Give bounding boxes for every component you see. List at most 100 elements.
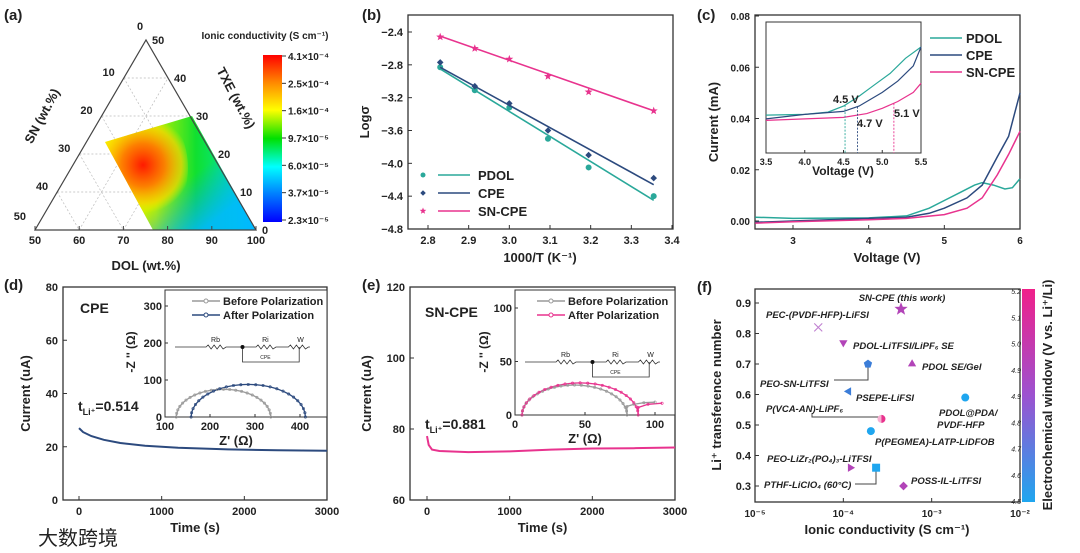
dol-tick-label: 70 xyxy=(117,235,129,247)
nyquist-before-point xyxy=(614,395,618,399)
inset-x-axis-title: Z' (Ω) xyxy=(219,433,253,448)
nyquist-after-point xyxy=(543,388,547,392)
transference-value: =0.514 xyxy=(95,398,138,414)
nyquist-before-point xyxy=(259,398,263,402)
data-point xyxy=(899,481,908,491)
grid-line xyxy=(79,153,124,231)
nyquist-before-point xyxy=(541,389,545,393)
data-point-sn-cpe xyxy=(505,54,514,63)
colorbar-tick-label: 4.5 xyxy=(1011,499,1021,506)
nyquist-after-point xyxy=(287,392,291,396)
sample-label: CPE xyxy=(80,300,109,316)
nyquist-after-point xyxy=(636,406,640,410)
fit-line-cpe xyxy=(439,66,655,186)
nyquist-before-point xyxy=(262,401,266,405)
nyquist-before-point xyxy=(586,384,590,388)
x-tick-label: 10⁻³ xyxy=(922,509,942,520)
sn-tick-label: 30 xyxy=(58,143,70,155)
grid-line xyxy=(123,77,213,231)
nyquist-after-point xyxy=(636,413,640,417)
data-point xyxy=(961,393,970,402)
y-tick-label: 0.06 xyxy=(731,63,751,74)
legend-marker xyxy=(203,298,209,304)
txe-axis-title: TXE (wt.%) xyxy=(214,65,259,131)
nyquist-after-point xyxy=(231,384,235,388)
circuit-label-w: W xyxy=(297,337,304,344)
data-point xyxy=(863,359,873,368)
y-tick-label: 80 xyxy=(393,424,405,436)
x-tick-label: 4 xyxy=(866,236,872,247)
y-axis-title: Current (mA) xyxy=(706,82,721,162)
nyquist-after-point xyxy=(281,389,285,393)
nyquist-before-point xyxy=(625,404,629,408)
circuit-label-ri: Ri xyxy=(612,352,619,359)
nyquist-after-point xyxy=(224,385,228,389)
y-tick-label: 0.8 xyxy=(736,329,751,341)
inset-x-tick-label: 3.5 xyxy=(760,157,773,167)
data-point xyxy=(866,427,875,436)
nyquist-after-point xyxy=(563,382,567,386)
nyquist-before-point xyxy=(552,385,556,389)
nyquist-before-point xyxy=(625,413,629,417)
subscript: Li⁺ xyxy=(83,407,96,417)
colorbar-tick-label: 4.7 xyxy=(1011,447,1022,454)
data-point xyxy=(907,359,917,367)
nyquist-before-point xyxy=(632,402,636,406)
txe-tick-label: 40 xyxy=(174,73,186,85)
nyquist-after-point xyxy=(524,401,528,405)
nyquist-after-point xyxy=(522,405,526,409)
data-point-sn-cpe xyxy=(470,44,479,52)
panel-label: (d) xyxy=(4,277,23,294)
inset-x-tick-label: 50 xyxy=(579,419,591,431)
legend-marker xyxy=(419,207,427,214)
nyquist-before-point xyxy=(240,389,244,393)
colorbar-tick-label: 4.9 xyxy=(1011,394,1021,401)
nyquist-before-point xyxy=(625,409,629,413)
sn-axis-title: SN (wt.%) xyxy=(21,86,62,146)
inset-y-tick-label: 50 xyxy=(500,357,512,369)
equivalent-circuit: Rb Ri W CPE xyxy=(175,337,310,363)
nyquist-after-point xyxy=(632,401,636,405)
nyquist-before-point xyxy=(174,415,178,419)
nyquist-after-point xyxy=(646,402,650,406)
nyquist-before-point xyxy=(579,383,583,387)
x-tick-label: 2000 xyxy=(580,506,604,518)
y-tick-label: 0.5 xyxy=(736,420,751,432)
inset-x-tick-label: 4.5 xyxy=(837,157,850,167)
nyquist-after-point xyxy=(261,384,265,388)
nyquist-before-point xyxy=(234,388,238,392)
onset-label: 4.5 V xyxy=(833,94,859,106)
dol-tick-label: 90 xyxy=(206,235,218,247)
nyquist-before-point xyxy=(535,392,539,396)
point-label: P(PEGMEA)-LATP-LiDFOB xyxy=(875,437,995,448)
y-axis-title: Current (uA) xyxy=(359,355,374,432)
sn-tick-label: 20 xyxy=(80,105,92,117)
data-point-cpe xyxy=(471,82,479,90)
txe-tick-label: 10 xyxy=(240,187,252,199)
nyquist-after-point xyxy=(532,393,536,397)
nyquist-before-point xyxy=(546,387,550,391)
nyquist-after-point xyxy=(189,415,193,419)
point-label: PTHF-LiClO₄ (60°C) xyxy=(764,480,851,491)
nyquist-after-point xyxy=(520,413,524,417)
nyquist-before-point xyxy=(593,385,597,389)
nyquist-before-point xyxy=(181,401,185,405)
data-point-cpe xyxy=(436,59,444,66)
plot-frame xyxy=(407,14,674,230)
inset-y-tick-label: 200 xyxy=(144,338,162,350)
point-label: P(VCA-AN)-LiPF₆ xyxy=(766,404,843,415)
panel-label: (f) xyxy=(697,279,712,296)
nyquist-after xyxy=(190,383,307,418)
plot-frame xyxy=(754,288,1021,503)
x-tick-label: 5 xyxy=(942,236,948,247)
dol-tick-label: 60 xyxy=(73,235,85,247)
nyquist-after-point xyxy=(556,383,560,387)
colorbar-tick-label: 6.0×10⁻⁵ xyxy=(288,161,329,172)
colorbar-tick-label: 5.1 xyxy=(1011,315,1021,322)
nyquist-before-point xyxy=(255,395,259,399)
colorbar-tick-label: 4.9 xyxy=(1011,368,1021,375)
inset-y-axis-title: -Z '' (Ω) xyxy=(477,331,491,372)
colorbar-tick-label: 2.3×10⁻⁵ xyxy=(288,216,329,227)
y-tick-label: 0.6 xyxy=(736,390,751,402)
